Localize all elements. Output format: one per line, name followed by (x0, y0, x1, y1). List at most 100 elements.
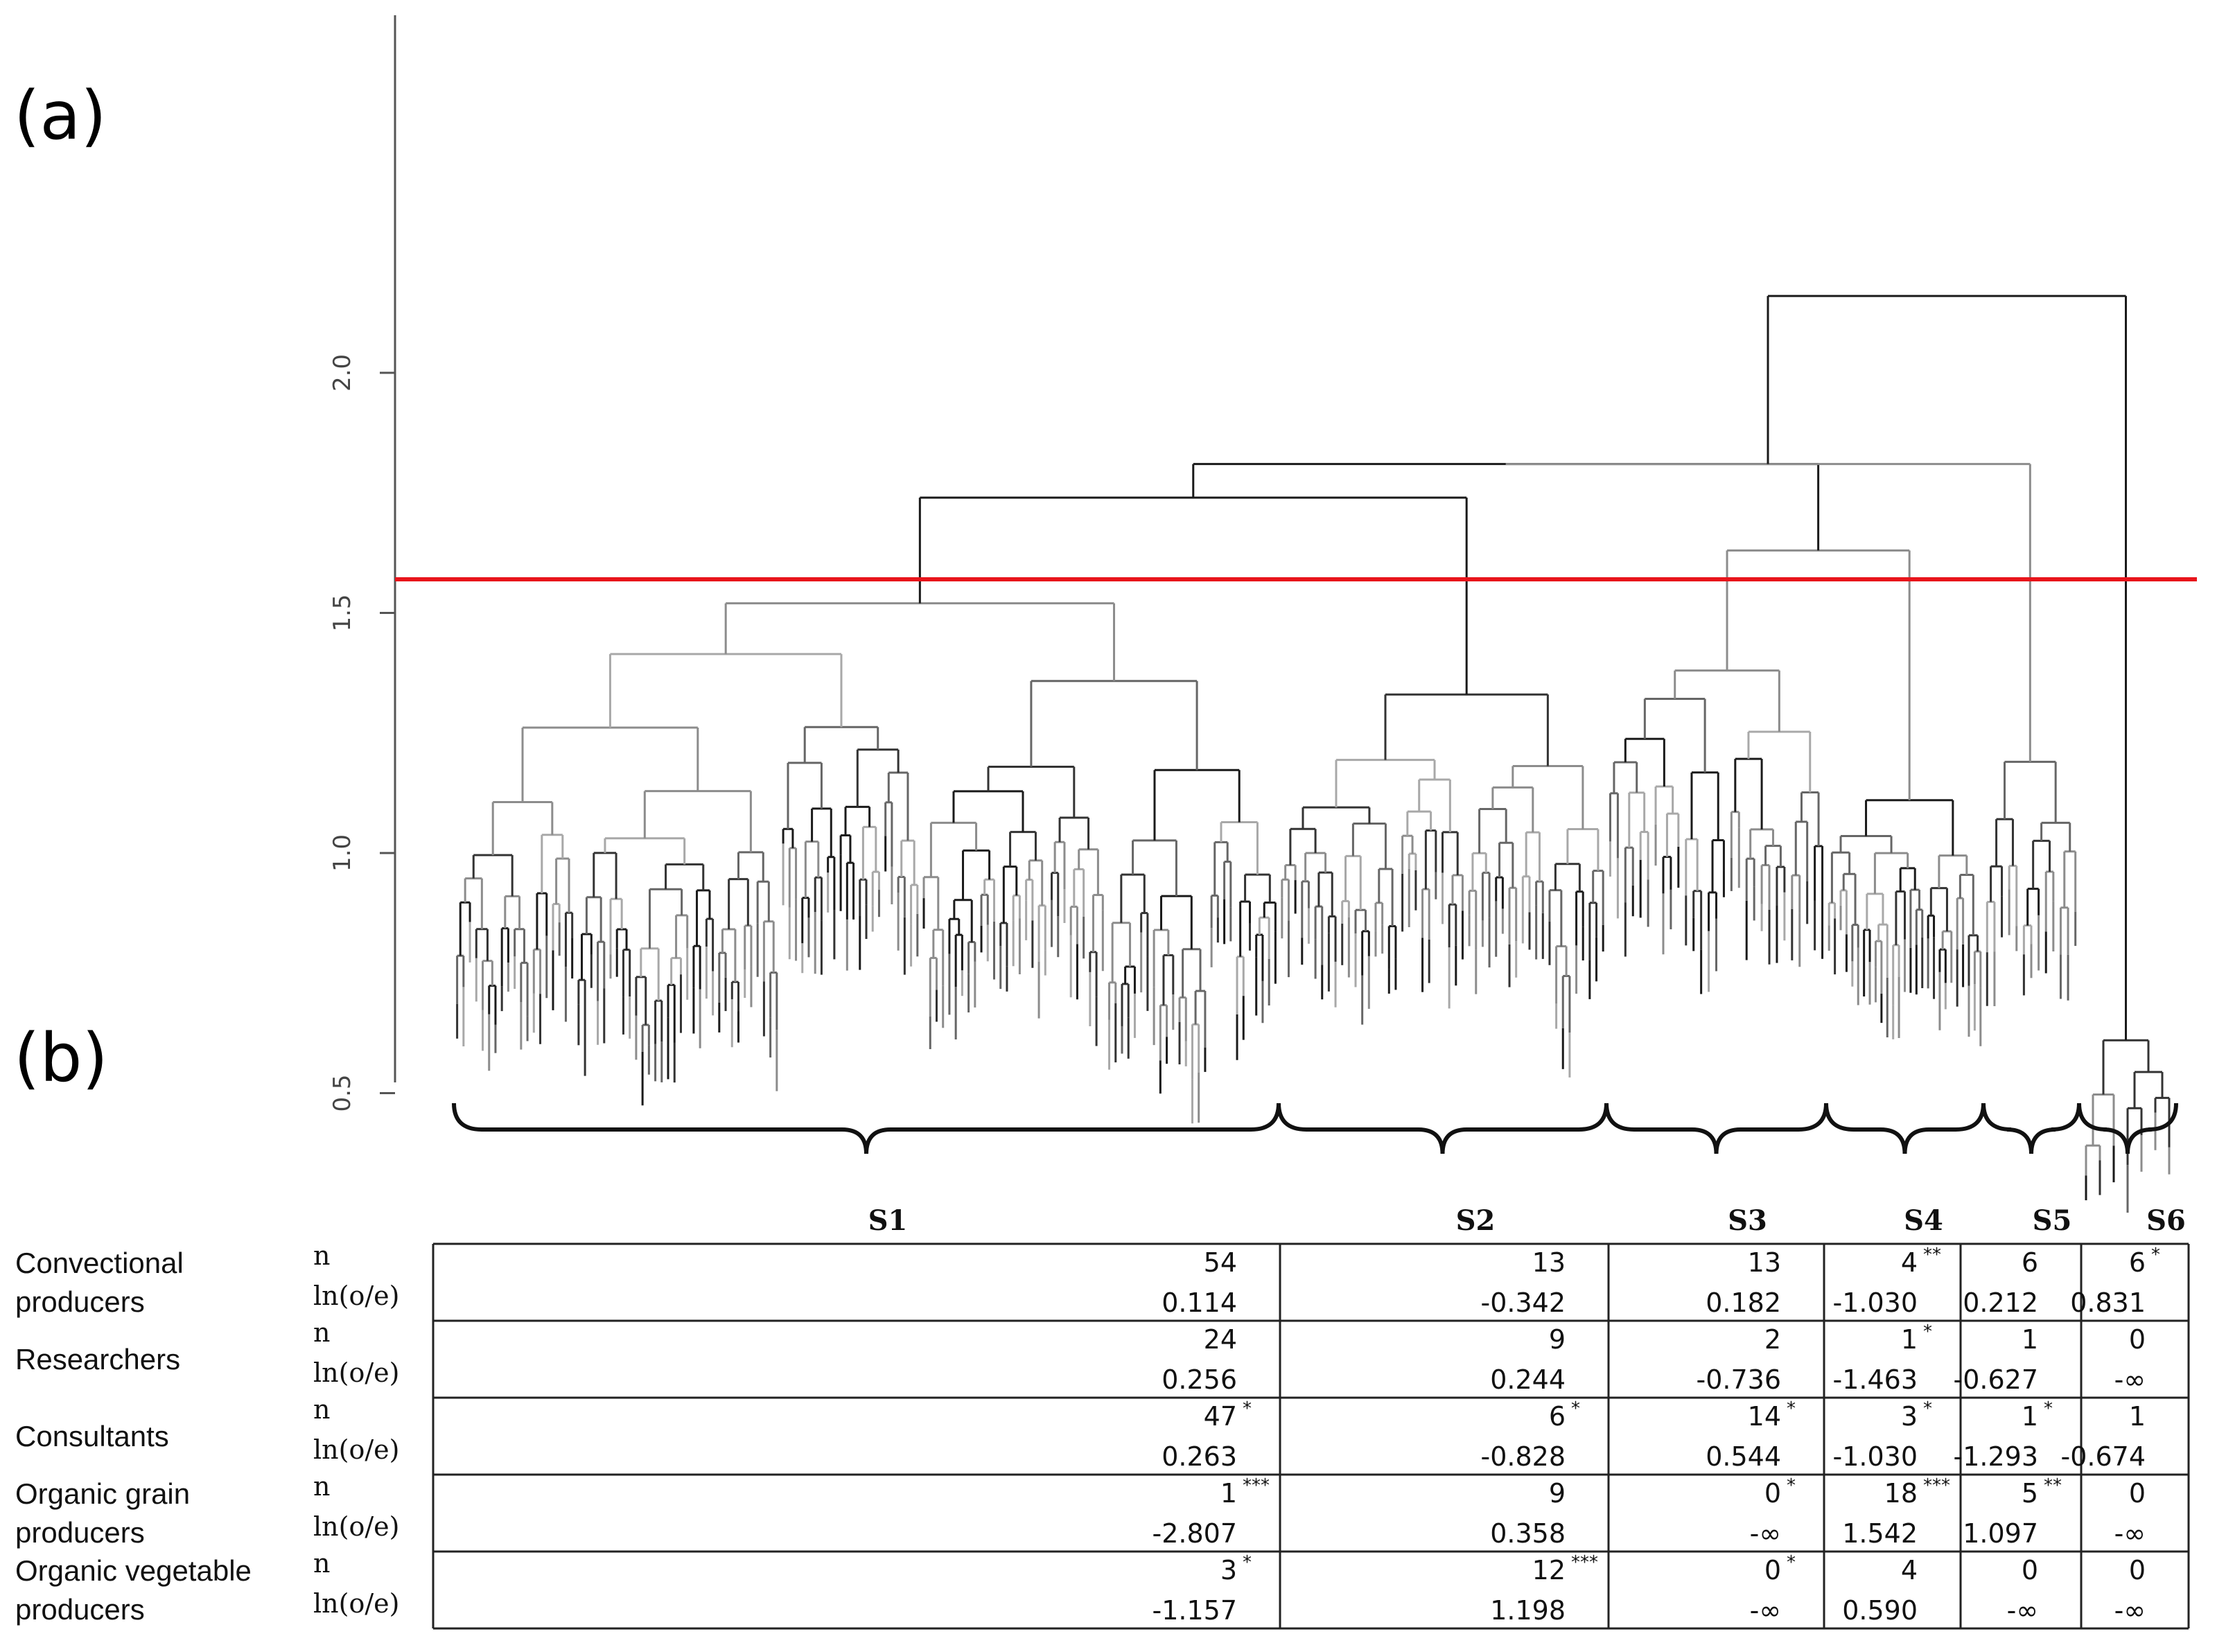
row-label: Organic grain (15, 1477, 190, 1510)
cell-n: 3 (1220, 1555, 1237, 1585)
cell-n: 13 (1748, 1247, 1781, 1278)
cell-significance: * (1787, 1398, 1796, 1419)
cell-significance: *** (1243, 1475, 1270, 1496)
column-header: S6 (2146, 1204, 2186, 1237)
stat-label-ln: ln(o/e) (313, 1281, 399, 1311)
y-tick-label: 2.0 (328, 354, 356, 392)
cell-n: 9 (1549, 1478, 1566, 1509)
cell-n: 6 (2129, 1247, 2146, 1278)
cell-significance: ** (2044, 1475, 2062, 1496)
cell-n: 0 (2022, 1555, 2038, 1585)
panel-label-a: (a) (14, 77, 107, 155)
y-tick-label: 1.5 (328, 594, 356, 631)
cell-ln: -1.157 (1153, 1595, 1238, 1626)
row-label: producers (15, 1593, 145, 1626)
cell-ln: 0.263 (1162, 1441, 1237, 1472)
cell-significance: * (1787, 1475, 1796, 1496)
dendrogram-branches (456, 295, 2171, 1213)
column-header: S2 (1456, 1204, 1496, 1237)
stat-label-ln: ln(o/e) (313, 1434, 399, 1465)
table-text: S1 S2 S3 S4 S5 S6 Convectional producers n ln(o/e… (15, 1204, 2186, 1626)
cell-ln: 1.542 (1842, 1518, 1918, 1549)
cell-n: 0 (2129, 1478, 2146, 1509)
column-header: S3 (1728, 1204, 1767, 1237)
cell-ln: -1.030 (1833, 1288, 1918, 1318)
cell-n: 1 (2022, 1324, 2038, 1355)
cell-significance: *** (1571, 1552, 1598, 1573)
cell-n: 1 (2129, 1401, 2146, 1432)
cell-ln: 0.244 (1490, 1364, 1566, 1395)
cell-significance: *** (1923, 1475, 1950, 1496)
cell-ln: -∞ (2007, 1595, 2038, 1626)
stat-label-n: n (313, 1317, 330, 1348)
cell-n: 0 (2129, 1555, 2146, 1585)
cell-n: 13 (1532, 1247, 1566, 1278)
cluster-brace (1277, 1102, 1609, 1154)
cell-ln: 0.182 (1706, 1288, 1781, 1318)
cell-significance: * (1787, 1552, 1796, 1573)
cell-n: 12 (1532, 1555, 1566, 1585)
cell-ln: -∞ (2114, 1364, 2146, 1395)
cell-ln: 0.212 (1963, 1288, 2038, 1318)
cell-ln: -1.030 (1833, 1441, 1918, 1472)
cell-n: 4 (1901, 1555, 1918, 1585)
cell-significance: * (1571, 1398, 1580, 1419)
cell-significance: * (1923, 1398, 1932, 1419)
dendrogram: 0.5 1.0 1.5 2.0 (328, 15, 2197, 1213)
cluster-brace (1604, 1102, 1828, 1154)
row-label: Consultants (15, 1420, 169, 1452)
cell-n: 5 (2022, 1478, 2038, 1509)
cell-ln: -∞ (2114, 1595, 2146, 1626)
stat-label-ln: ln(o/e) (313, 1357, 399, 1388)
cluster-table: S1 S2 S3 S4 S5 S6 Convectional producers n ln(o/e… (15, 1204, 2190, 1630)
cell-n: 0 (1764, 1555, 1781, 1585)
cluster-braces (452, 1102, 2178, 1154)
cell-ln: 0.256 (1162, 1364, 1237, 1395)
cell-ln: 0.590 (1842, 1595, 1918, 1626)
cluster-brace (2077, 1102, 2178, 1154)
y-tick-label: 0.5 (328, 1074, 356, 1111)
cell-significance: * (1243, 1552, 1252, 1573)
cell-ln: -0.736 (1697, 1364, 1782, 1395)
cell-n: 2 (1764, 1324, 1781, 1355)
y-tick-label: 1.0 (328, 834, 356, 872)
cell-significance: ** (1923, 1245, 1941, 1265)
cell-n: 1 (2022, 1401, 2038, 1432)
cell-n: 1 (1220, 1478, 1237, 1509)
cell-n: 9 (1549, 1324, 1566, 1355)
cell-significance: * (2151, 1245, 2160, 1265)
cell-ln: 0.831 (2070, 1288, 2146, 1318)
cell-n: 47 (1204, 1401, 1237, 1432)
cell-ln: 1.198 (1490, 1595, 1566, 1626)
cell-ln: -0.627 (1954, 1364, 2039, 1395)
cell-n: 6 (1549, 1401, 1566, 1432)
row-label: producers (15, 1516, 145, 1549)
y-axis: 0.5 1.0 1.5 2.0 (328, 15, 396, 1112)
panel-label-b: (b) (14, 1019, 108, 1097)
cell-ln: -∞ (1750, 1518, 1781, 1549)
cell-significance: * (1243, 1398, 1252, 1419)
cell-n: 24 (1204, 1324, 1237, 1355)
column-header: S4 (1904, 1204, 1943, 1237)
cell-ln: -0.342 (1481, 1288, 1566, 1318)
cell-n: 18 (1884, 1478, 1918, 1509)
cell-ln: 0.544 (1706, 1441, 1781, 1472)
stat-label-n: n (313, 1548, 330, 1579)
stat-label-ln: ln(o/e) (313, 1511, 399, 1542)
cell-ln: 1.097 (1963, 1518, 2038, 1549)
cell-n: 0 (2129, 1324, 2146, 1355)
stat-label-ln: ln(o/e) (313, 1588, 399, 1619)
stat-label-n: n (313, 1394, 330, 1425)
stat-label-n: n (313, 1471, 330, 1502)
cell-ln: -2.807 (1153, 1518, 1238, 1549)
cell-n: 54 (1204, 1247, 1237, 1278)
stat-label-n: n (313, 1240, 330, 1271)
column-header: S5 (2033, 1204, 2072, 1237)
cell-ln: -0.828 (1481, 1441, 1566, 1472)
cluster-brace (452, 1102, 1281, 1154)
table-grid (432, 1242, 2190, 1630)
cluster-brace (1824, 1102, 1986, 1154)
cell-ln: -1.293 (1954, 1441, 2039, 1472)
cell-ln: 0.114 (1162, 1288, 1237, 1318)
